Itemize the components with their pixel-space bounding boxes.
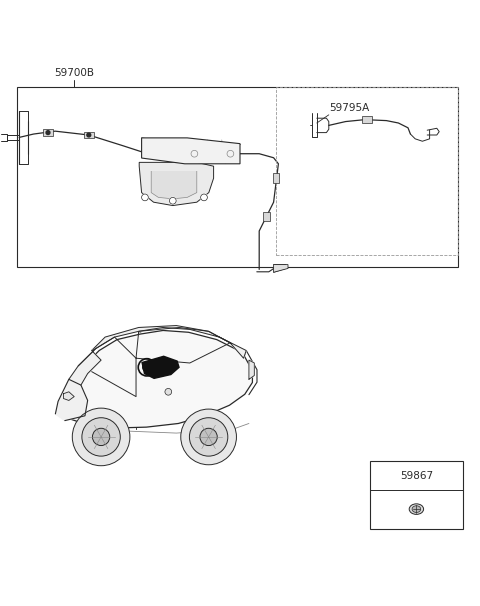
Polygon shape <box>274 265 288 272</box>
Ellipse shape <box>412 506 420 513</box>
Polygon shape <box>139 162 214 205</box>
Bar <box>17 87 458 267</box>
Circle shape <box>87 133 91 137</box>
Circle shape <box>181 409 237 465</box>
Polygon shape <box>61 330 252 428</box>
Circle shape <box>142 194 148 201</box>
Polygon shape <box>249 360 254 379</box>
Bar <box>362 116 372 124</box>
Polygon shape <box>69 348 101 385</box>
Polygon shape <box>142 138 240 164</box>
Circle shape <box>82 418 120 456</box>
Polygon shape <box>142 356 179 378</box>
Circle shape <box>72 408 130 466</box>
Polygon shape <box>63 392 74 401</box>
Polygon shape <box>92 325 246 358</box>
Bar <box>43 129 53 136</box>
Bar <box>273 173 279 183</box>
Circle shape <box>165 388 172 395</box>
Circle shape <box>169 198 176 204</box>
Circle shape <box>190 418 228 456</box>
Circle shape <box>93 428 110 445</box>
Polygon shape <box>55 379 88 421</box>
Circle shape <box>142 362 152 372</box>
Circle shape <box>200 428 217 445</box>
Text: 59867: 59867 <box>400 470 433 481</box>
Bar <box>263 212 270 221</box>
Text: 59700B: 59700B <box>54 68 95 78</box>
Bar <box>276 87 458 255</box>
Ellipse shape <box>409 504 423 514</box>
Bar <box>84 132 94 138</box>
Circle shape <box>46 131 50 135</box>
Circle shape <box>201 194 207 201</box>
Polygon shape <box>151 171 197 199</box>
Bar <box>370 461 463 528</box>
Text: 59795A: 59795A <box>329 104 369 113</box>
